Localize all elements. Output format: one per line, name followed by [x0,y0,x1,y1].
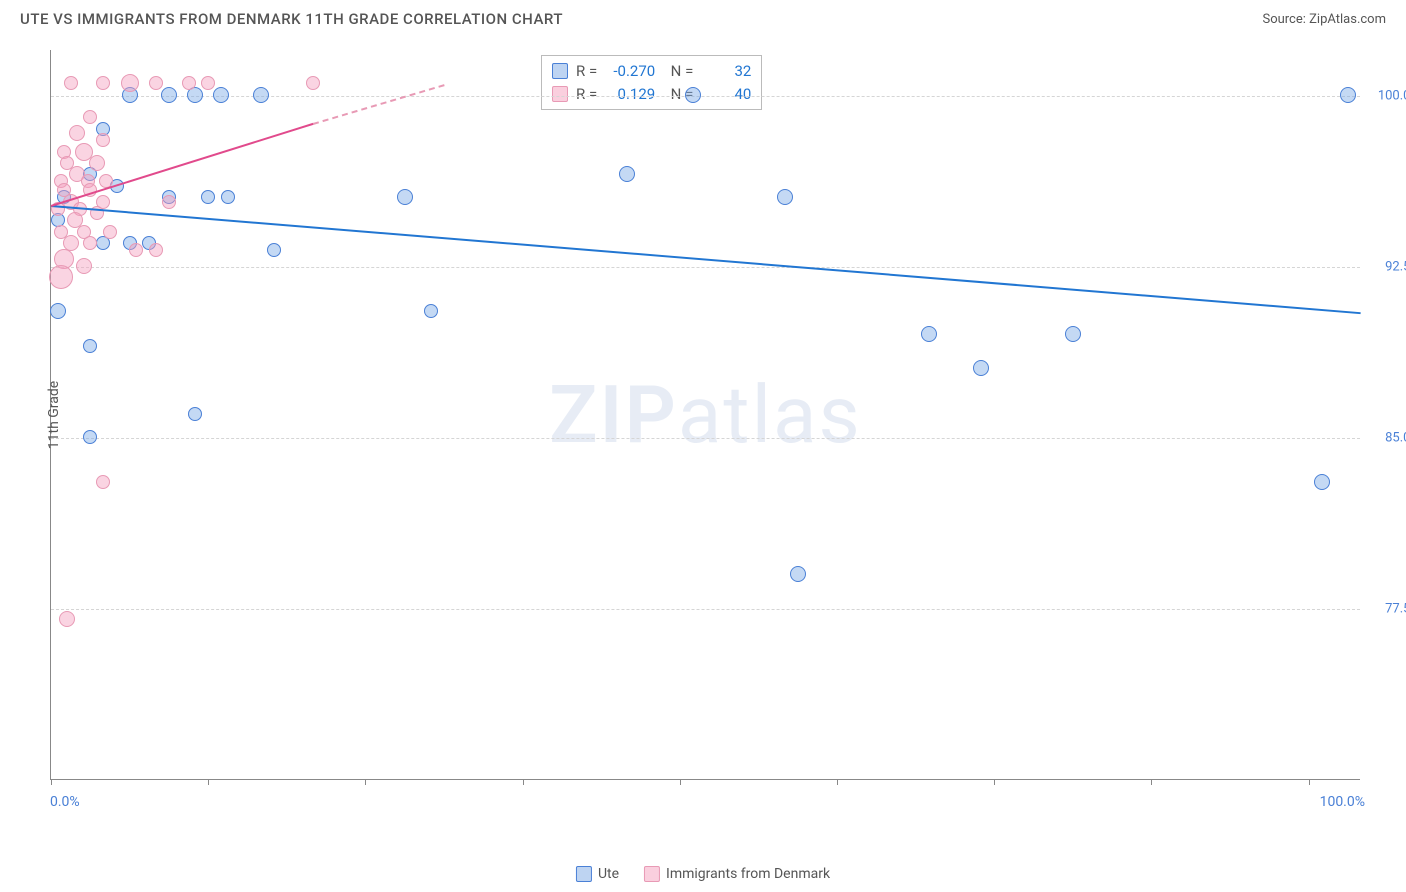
stat-r-val-0: -0.270 [605,60,655,83]
stat-n-label: N = [663,60,693,83]
x-tick [994,779,995,785]
bottom-legend: Ute Immigrants from Denmark [576,866,830,882]
chart-title: UTE VS IMMIGRANTS FROM DENMARK 11TH GRAD… [20,10,563,28]
legend-swatch-blue [576,866,592,882]
stats-box: R = -0.270 N = 32 R = 0.129 N = 40 [541,55,762,110]
stat-n-val-1: 40 [701,83,751,106]
x-axis-label-right: 100.0% [1320,794,1365,810]
data-point-pink [149,243,163,257]
data-point-pink [201,76,215,90]
x-tick [51,779,52,785]
data-point-pink [49,265,73,289]
data-point-blue [188,407,202,421]
data-point-pink [83,236,97,250]
data-point-pink [59,611,75,627]
data-point-blue [921,326,937,342]
stats-row-1: R = 0.129 N = 40 [552,83,751,106]
data-point-blue [685,87,701,103]
data-point-blue [424,304,438,318]
stats-swatch-blue [552,63,568,79]
chart-container: UTE VS IMMIGRANTS FROM DENMARK 11TH GRAD… [0,0,1406,892]
trendline-blue-line [51,205,1361,314]
data-point-pink [64,76,78,90]
x-tick [365,779,366,785]
x-tick [208,779,209,785]
y-tick-label: 92.5% [1365,259,1406,274]
data-point-blue [83,339,97,353]
data-point-blue [201,190,215,204]
watermark-bold: ZIP [549,368,678,462]
data-point-pink [121,74,139,92]
chart-area: ZIPatlas R = -0.270 N = 32 R = 0.129 N =… [50,50,1360,780]
watermark-light: atlas [678,368,862,462]
stat-r-label: R = [576,60,597,83]
data-point-blue [267,243,281,257]
x-tick [837,779,838,785]
data-point-blue [83,430,97,444]
x-tick [1309,779,1310,785]
legend-label-0: Ute [598,866,619,882]
data-point-pink [162,195,176,209]
data-point-blue [221,190,235,204]
data-point-pink [89,155,105,171]
data-point-blue [397,189,413,205]
y-tick-label: 100.0% [1365,88,1406,103]
data-point-pink [129,243,143,257]
y-axis-title: 11th Grade [46,381,62,449]
data-point-pink [306,76,320,90]
data-point-blue [619,166,635,182]
data-point-pink [76,258,92,274]
data-point-blue [1314,474,1330,490]
x-axis-label-left: 0.0% [50,794,80,810]
y-tick-label: 85.0% [1365,430,1406,445]
data-point-pink [103,225,117,239]
data-point-pink [96,76,110,90]
data-point-blue [790,566,806,582]
data-point-blue [777,189,793,205]
legend-label-1: Immigrants from Denmark [666,866,830,882]
data-point-pink [69,125,85,141]
source-label: Source: ZipAtlas.com [1262,12,1386,27]
data-point-blue [1340,87,1356,103]
gridline-h [51,96,1360,97]
stat-n-val-0: 32 [701,60,751,83]
data-point-pink [149,76,163,90]
header-row: UTE VS IMMIGRANTS FROM DENMARK 11TH GRAD… [0,0,1406,28]
data-point-pink [96,475,110,489]
legend-swatch-pink [644,866,660,882]
gridline-h [51,609,1360,610]
stats-swatch-pink [552,86,568,102]
gridline-h [51,267,1360,268]
stat-r-val-1: 0.129 [605,83,655,106]
x-tick [1151,779,1152,785]
x-tick [680,779,681,785]
x-tick [523,779,524,785]
data-point-blue [50,303,66,319]
data-point-blue [253,87,269,103]
plot-region: ZIPatlas R = -0.270 N = 32 R = 0.129 N =… [50,50,1360,780]
legend-item-1: Immigrants from Denmark [644,866,830,882]
data-point-blue [1065,326,1081,342]
data-point-blue [213,87,229,103]
trendline-pink-dash [313,84,445,125]
gridline-h [51,438,1360,439]
stat-r-label: R = [576,83,597,106]
y-tick-label: 77.5% [1365,601,1406,616]
data-point-blue [973,360,989,376]
data-point-blue [161,87,177,103]
data-point-pink [83,110,97,124]
data-point-pink [96,133,110,147]
legend-item-0: Ute [576,866,619,882]
stats-row-0: R = -0.270 N = 32 [552,60,751,83]
data-point-pink [182,76,196,90]
watermark: ZIPatlas [549,368,862,462]
